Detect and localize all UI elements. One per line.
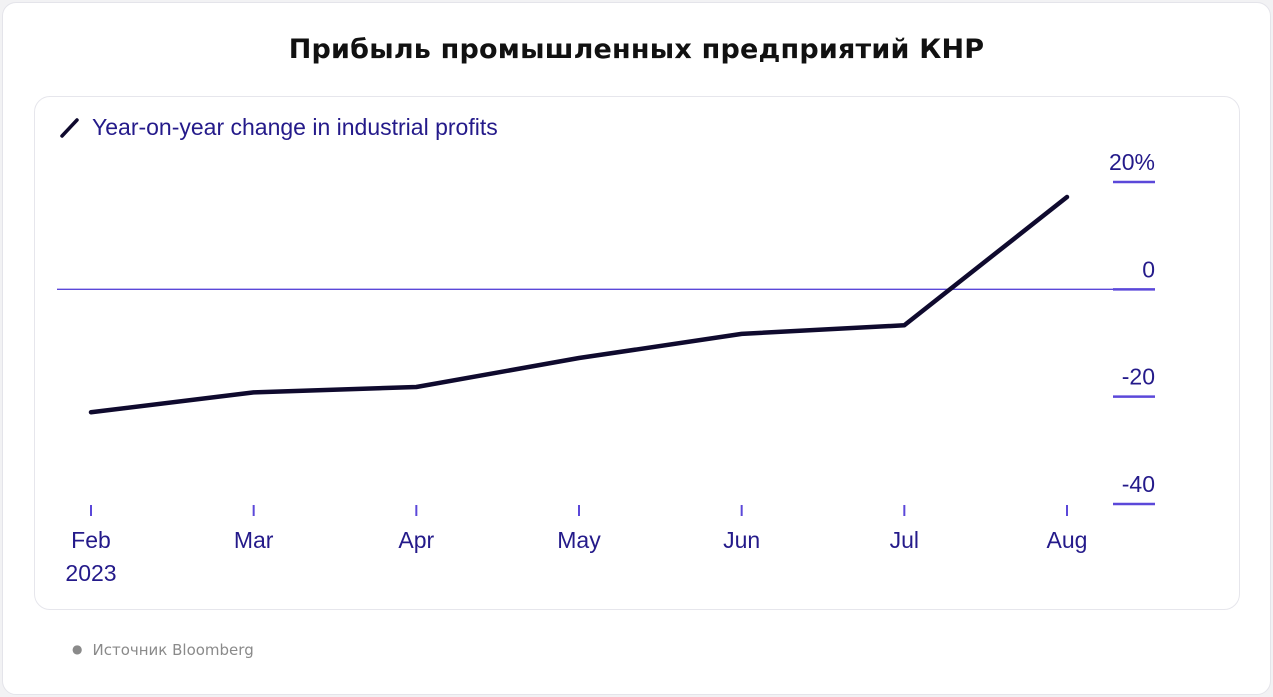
chart-frame: Year-on-year change in industrial profit… (34, 96, 1240, 610)
x-tick-label: Aug (1047, 527, 1088, 553)
x-tick-label: Apr (398, 527, 434, 553)
x-tick-label: Jul (890, 527, 919, 553)
source-note: ● Источник Bloomberg (72, 641, 254, 659)
x-tick-label: Jun (723, 527, 760, 553)
x-tick-label: Feb (71, 527, 111, 553)
page-title: Прибыль промышленных предприятий КНР (288, 34, 985, 65)
series-line (88, 194, 1070, 415)
y-tick-label: 0 (1142, 256, 1155, 282)
source-text: Источник Bloomberg (92, 641, 254, 659)
x-tick-year: 2023 (65, 560, 116, 586)
bullet-icon: ● (72, 642, 83, 656)
x-tick-label: May (557, 527, 601, 553)
legend-line-icon (60, 118, 79, 138)
x-tick-label: Mar (234, 527, 274, 553)
y-tick-label: 20% (1109, 149, 1155, 175)
y-tick-label: -20 (1122, 364, 1155, 390)
line-chart: Year-on-year change in industrial profit… (57, 114, 1155, 586)
y-tick-label: -40 (1122, 471, 1155, 497)
legend-label: Year-on-year change in industrial profit… (92, 114, 498, 140)
